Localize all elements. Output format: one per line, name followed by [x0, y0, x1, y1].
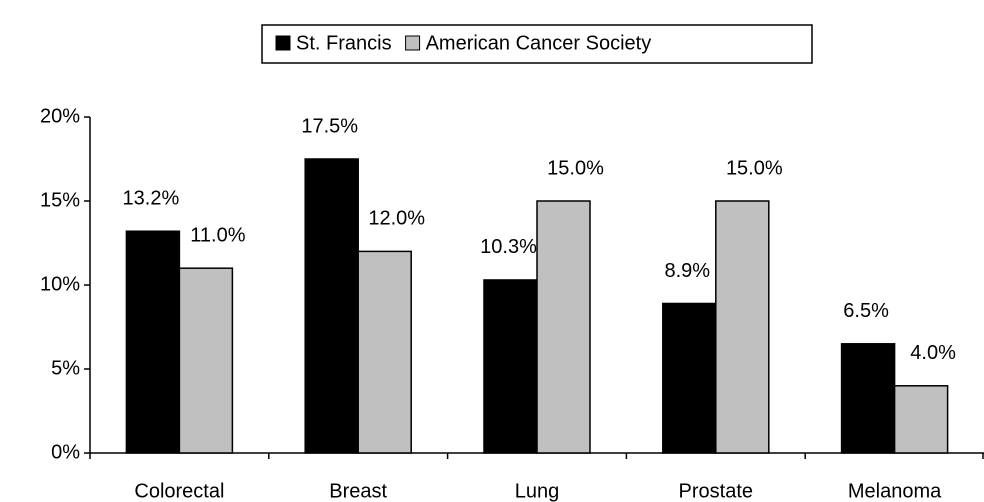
legend-box — [261, 24, 813, 64]
value-label: 4.0% — [910, 342, 956, 364]
bar — [357, 250, 412, 454]
value-label: 12.0% — [368, 208, 425, 230]
bar — [715, 200, 770, 454]
y-tick-label: 10% — [40, 273, 80, 295]
value-label: 15.0% — [726, 157, 783, 179]
bar — [536, 200, 591, 454]
x-tick-label: Colorectal — [134, 480, 224, 502]
value-label: 8.9% — [665, 260, 711, 282]
value-label: 15.0% — [547, 157, 604, 179]
value-label: 6.5% — [843, 300, 889, 322]
bar — [304, 158, 359, 454]
bar — [840, 343, 896, 454]
bar — [483, 279, 538, 454]
legend-swatch — [405, 35, 421, 51]
value-label: 13.2% — [123, 188, 180, 210]
y-tick-label: 0% — [51, 441, 80, 463]
x-tick-label: Lung — [515, 480, 560, 502]
legend-label: American Cancer Society — [426, 32, 652, 54]
bar — [125, 230, 181, 454]
value-label: 11.0% — [190, 224, 245, 246]
legend-label: St. Francis — [296, 32, 392, 54]
x-tick-label: Breast — [329, 480, 387, 502]
bar — [178, 267, 234, 454]
y-tick-label: 5% — [51, 357, 80, 379]
legend-swatch — [275, 35, 291, 51]
bar — [662, 302, 717, 454]
value-label: 17.5% — [301, 115, 358, 137]
bar — [893, 385, 949, 454]
x-tick-label: Melanoma — [848, 480, 942, 502]
x-tick-label: Prostate — [679, 480, 753, 502]
y-tick-label: 15% — [40, 189, 80, 211]
value-label: 10.3% — [480, 236, 537, 258]
y-tick-label: 20% — [40, 105, 80, 127]
